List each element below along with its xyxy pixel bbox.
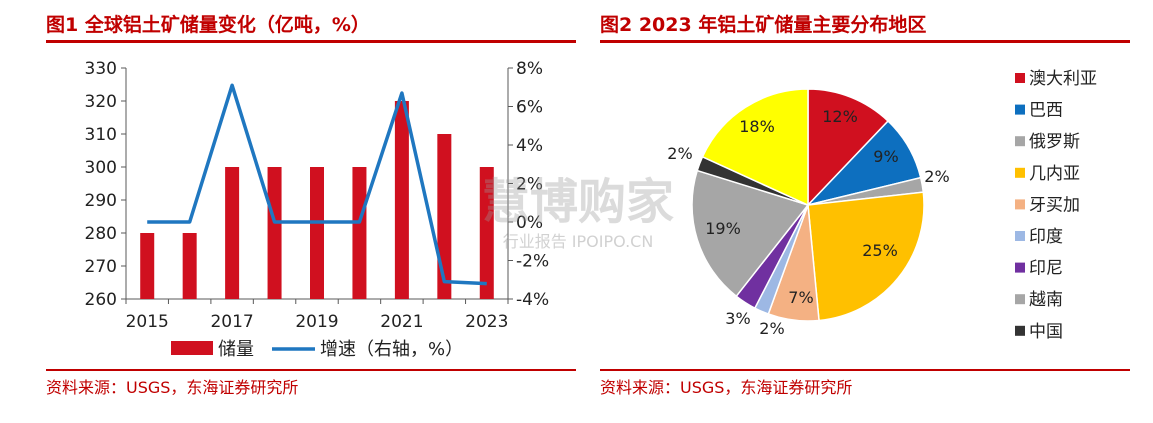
bar-reserve-2016: [182, 233, 197, 299]
left-y-tick-label: 300: [85, 158, 117, 178]
pie-slice-other: [701, 88, 809, 207]
pie-legend-label-巴西: 巴西: [1029, 101, 1063, 121]
pie-label-巴西: 9%: [873, 147, 898, 166]
x-tick-label: 2019: [295, 312, 338, 332]
bar-reserve-2017: [225, 167, 240, 299]
left-title-rule: [46, 40, 576, 43]
right-y-tick-label: -4%: [516, 290, 549, 310]
bar-reserve-2018: [267, 167, 282, 299]
right-title-rule: [600, 40, 1130, 43]
pie-legend-swatch-牙买加: [1015, 199, 1025, 210]
right-source-rule: [600, 369, 1130, 371]
right-y-tick-label: 4%: [516, 136, 543, 156]
left-y-tick-label: 270: [85, 257, 117, 277]
pie-label-牙买加: 7%: [788, 288, 813, 307]
pie-legend-label-越南: 越南: [1029, 290, 1063, 310]
pie-label-印度: 2%: [759, 319, 784, 338]
pie-label-other: 18%: [739, 117, 775, 136]
pie-legend-swatch-中国: [1015, 325, 1025, 336]
watermark-title: 慧博购家: [482, 174, 674, 230]
left-y-tick-label: 310: [85, 125, 117, 145]
left-y-tick-label: 330: [85, 59, 117, 79]
pie-slice-越南: [691, 169, 810, 298]
pie-label-越南: 19%: [705, 219, 741, 238]
pie-legend-label-牙买加: 牙买加: [1029, 195, 1080, 215]
bar-reserve-2021: [394, 101, 409, 299]
left-y-tick-label: 260: [85, 290, 117, 310]
left-y-tick-label: 280: [85, 224, 117, 244]
pie-label-澳大利亚: 12%: [822, 107, 858, 126]
x-tick-label: 2021: [380, 312, 423, 332]
left-y-tick-label: 320: [85, 92, 117, 112]
pie-legend-swatch-巴西: [1015, 104, 1025, 115]
watermark-subtitle: 行业报告 IPOIPO.CN: [503, 232, 654, 251]
bar-reserve-2019: [310, 167, 324, 299]
x-tick-label: 2015: [126, 312, 169, 332]
pie-legend-swatch-几内亚: [1015, 167, 1025, 178]
bar-reserve-2015: [140, 233, 155, 299]
x-tick-label: 2023: [465, 312, 508, 332]
pie-label-印尼: 3%: [725, 309, 750, 328]
legend-swatch-reserve: [171, 341, 213, 355]
pie-label-俄罗斯: 2%: [924, 167, 949, 186]
pie-legend-label-中国: 中国: [1029, 322, 1063, 342]
bar-reserve-2022: [437, 134, 452, 299]
pie-legend-label-印度: 印度: [1029, 227, 1063, 247]
right-y-tick-label: 6%: [516, 98, 543, 118]
bar-reserve-2020: [352, 167, 367, 299]
bar-reserve-2023: [479, 167, 494, 299]
pie-slice-澳大利亚: [807, 88, 890, 207]
legend-label-growth: 增速（右轴，%）: [320, 339, 463, 360]
legend-label-reserve: 储量: [218, 339, 254, 360]
right-chart-title: 图2 2023 年铝土矿储量主要分布地区: [600, 14, 927, 36]
pie-legend-swatch-越南: [1015, 294, 1025, 305]
right-y-tick-label: 2%: [516, 175, 543, 195]
pie-legend-swatch-俄罗斯: [1015, 136, 1025, 147]
pie-label-中国: 2%: [667, 144, 692, 163]
right-source-note: 资料来源：USGS，东海证券研究所: [600, 378, 853, 397]
left-y-tick-label: 290: [85, 191, 117, 211]
pie-legend-label-俄罗斯: 俄罗斯: [1029, 132, 1080, 152]
pie-slice-几内亚: [807, 191, 925, 322]
right-y-tick-label: 8%: [516, 59, 543, 79]
left-source-note: 资料来源：USGS，东海证券研究所: [46, 378, 299, 397]
pie-legend-swatch-印尼: [1015, 262, 1025, 273]
pie-legend-label-印尼: 印尼: [1029, 259, 1063, 279]
pie-label-几内亚: 25%: [862, 241, 898, 260]
pie-legend-swatch-印度: [1015, 231, 1025, 241]
left-chart-title: 图1 全球铝土矿储量变化（亿吨，%）: [46, 14, 370, 36]
x-tick-label: 2017: [210, 312, 253, 332]
pie-legend-label-澳大利亚: 澳大利亚: [1029, 69, 1097, 89]
pie-legend-swatch-澳大利亚: [1015, 73, 1025, 83]
pie-legend-label-几内亚: 几内亚: [1029, 164, 1080, 184]
right-y-tick-label: 0%: [516, 213, 543, 233]
left-source-rule: [46, 369, 576, 371]
right-y-tick-label: -2%: [516, 252, 549, 272]
